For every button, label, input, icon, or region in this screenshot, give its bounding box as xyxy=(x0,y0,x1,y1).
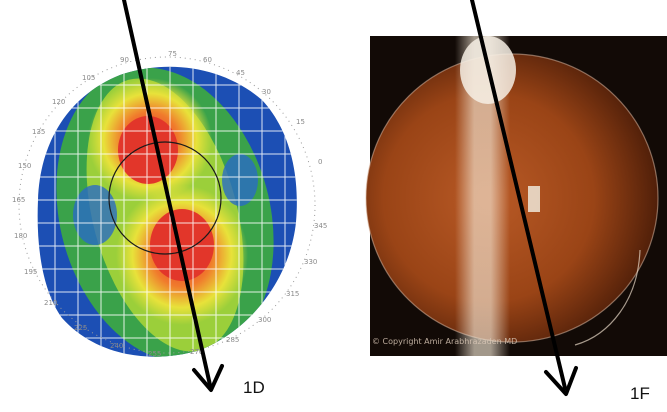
degree-label: 75 xyxy=(168,50,177,58)
degree-label: 165 xyxy=(12,196,25,204)
degree-label: 225 xyxy=(74,324,87,332)
degree-label: 270 xyxy=(190,348,203,356)
degree-label: 30 xyxy=(262,88,271,96)
corneal-topography-map: 0 15 30 45 60 75 90 105 120 135 150 165 … xyxy=(0,0,330,407)
degree-label: 210 xyxy=(44,299,57,307)
degree-labels: 0 15 30 45 60 75 90 105 120 135 150 165 … xyxy=(12,50,327,358)
degree-label: 300 xyxy=(258,316,271,324)
pupil-circle xyxy=(108,141,222,255)
degree-label: 330 xyxy=(304,258,317,266)
degree-label: 180 xyxy=(14,232,27,240)
degree-label: 15 xyxy=(296,118,305,126)
degree-label: 285 xyxy=(226,336,239,344)
reflection-spot xyxy=(528,186,540,212)
copyright-watermark: © Copyright Amir Arabhrazaden MD xyxy=(372,337,518,346)
degree-label: 255 xyxy=(148,350,161,358)
slit-lamp-svg xyxy=(365,0,667,396)
degree-label: 240 xyxy=(110,342,123,350)
figure-label-1f: 1F xyxy=(630,384,650,403)
haptic-arc xyxy=(574,249,641,346)
degree-label: 90 xyxy=(120,56,129,64)
topography-svg: 0 15 30 45 60 75 90 105 120 135 150 165 … xyxy=(12,0,327,392)
slit-lamp-photo xyxy=(360,0,667,407)
degree-label: 105 xyxy=(82,74,95,82)
degree-label: 315 xyxy=(286,290,299,298)
lens xyxy=(366,54,658,342)
axis-arrow xyxy=(122,0,224,392)
degree-label: 120 xyxy=(52,98,65,106)
degree-label: 60 xyxy=(203,56,212,64)
axis-arrow xyxy=(470,0,578,396)
degree-label: 345 xyxy=(314,222,327,230)
degree-label: 135 xyxy=(32,128,45,136)
degree-label: 0 xyxy=(318,158,322,166)
degree-label: 195 xyxy=(24,268,37,276)
figure-label-1d: 1D xyxy=(243,378,265,397)
degree-label: 45 xyxy=(236,69,245,77)
degree-label: 150 xyxy=(18,162,31,170)
degree-ring xyxy=(18,56,316,354)
